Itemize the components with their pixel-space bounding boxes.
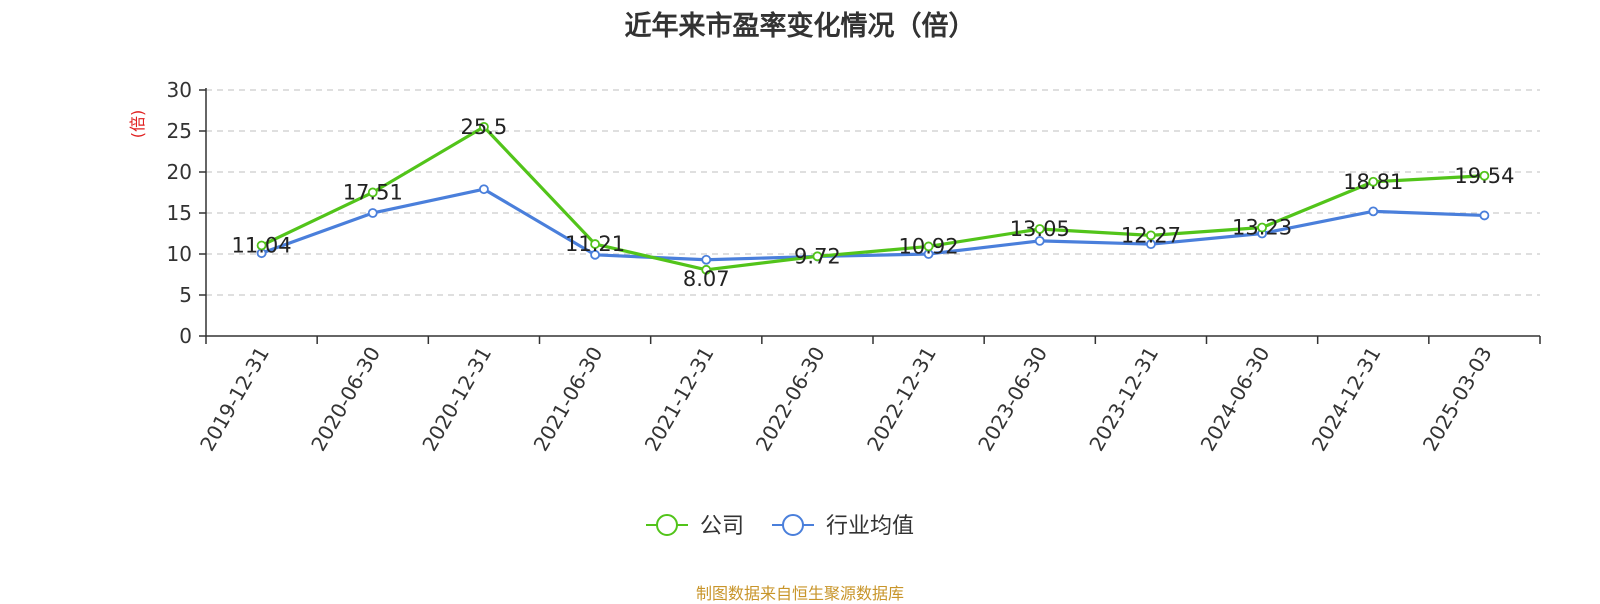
data-point bbox=[701, 264, 712, 275]
data-point bbox=[1368, 206, 1379, 217]
legend-marker bbox=[782, 514, 804, 536]
data-label: 17.51 bbox=[343, 180, 403, 204]
x-tick-label: 2021-12-31 bbox=[640, 343, 719, 456]
data-label: 10.92 bbox=[899, 234, 959, 258]
y-tick-label: 25 bbox=[167, 119, 192, 143]
data-point bbox=[1257, 222, 1267, 233]
data-point bbox=[923, 241, 934, 252]
series-line-1 bbox=[261, 187, 1485, 262]
legend-marker bbox=[656, 514, 678, 536]
data-label: 25.5 bbox=[461, 115, 508, 139]
chart-title: 近年来市盈率变化情况（倍） bbox=[624, 11, 976, 42]
data-point bbox=[479, 184, 489, 195]
x-tick-label: 2022-12-31 bbox=[862, 342, 941, 455]
data-point bbox=[701, 254, 712, 265]
data-point bbox=[256, 240, 267, 251]
x-tick-label: 2022-06-30 bbox=[751, 343, 830, 456]
legend[interactable]: 公司 行业均值 bbox=[646, 514, 914, 539]
data-point bbox=[1146, 230, 1156, 241]
legend-item-1[interactable]: 行业均值 bbox=[772, 514, 914, 539]
x-tick-label: 2023-12-31 bbox=[1084, 343, 1163, 456]
data-point bbox=[367, 187, 378, 198]
y-tick-label: 15 bbox=[167, 201, 192, 225]
data-point bbox=[1368, 176, 1379, 187]
legend-item-0[interactable]: 公司 bbox=[646, 514, 744, 539]
data-label: 13.23 bbox=[1232, 216, 1292, 240]
x-tick-label: 2019-12-31 bbox=[195, 343, 274, 456]
data-label: 9.72 bbox=[794, 244, 841, 268]
x-tick-label: 2024-12-31 bbox=[1307, 343, 1386, 456]
data-label: 18.81 bbox=[1343, 170, 1403, 194]
series-layer bbox=[256, 122, 1490, 275]
data-label: 8.07 bbox=[683, 267, 730, 291]
y-unit-label: (倍) bbox=[128, 110, 147, 139]
y-tick-label: 20 bbox=[167, 160, 192, 184]
y-tick-label: 30 bbox=[167, 78, 192, 102]
x-tick-label: 2025-03-03 bbox=[1418, 343, 1497, 456]
data-label: 12.27 bbox=[1121, 223, 1181, 247]
data-point bbox=[590, 239, 600, 249]
data-label: 19.54 bbox=[1454, 164, 1514, 188]
data-point bbox=[812, 251, 823, 262]
data-point bbox=[1479, 210, 1490, 221]
legend-label: 行业均值 bbox=[826, 514, 914, 539]
data-point bbox=[1034, 235, 1045, 246]
data-point bbox=[1479, 170, 1490, 181]
data-labels: 11.04 17.51 25.5 11.21 8.07 9.72 10.92 13.05 12.… bbox=[232, 115, 1515, 291]
x-tick-label: 2021-06-30 bbox=[529, 343, 608, 456]
axes: 0 5 10 15 20 25 30 2019-12-31 2020-06-30 2020-12-… bbox=[167, 78, 1541, 456]
data-label: 13.05 bbox=[1010, 217, 1070, 241]
grid-lines bbox=[206, 89, 1540, 296]
x-tick-label: 2024-06-30 bbox=[1196, 343, 1275, 456]
x-tick-label: 2020-12-31 bbox=[417, 342, 496, 455]
data-label: 11.21 bbox=[565, 232, 625, 256]
data-point bbox=[1034, 224, 1045, 234]
y-tick-label: 0 bbox=[179, 324, 192, 348]
source-note: 制图数据来自恒生聚源数据库 bbox=[695, 584, 904, 603]
y-tick-label: 10 bbox=[167, 242, 192, 266]
legend-label: 公司 bbox=[700, 514, 744, 539]
series-line-0 bbox=[260, 125, 1485, 272]
data-point bbox=[590, 249, 600, 260]
data-point bbox=[479, 122, 489, 132]
data-label: 11.04 bbox=[232, 233, 292, 257]
y-tick-label: 5 bbox=[179, 283, 192, 307]
x-tick-label: 2023-06-30 bbox=[973, 343, 1052, 456]
data-point bbox=[367, 208, 378, 218]
x-tick-label: 2020-06-30 bbox=[306, 343, 385, 456]
